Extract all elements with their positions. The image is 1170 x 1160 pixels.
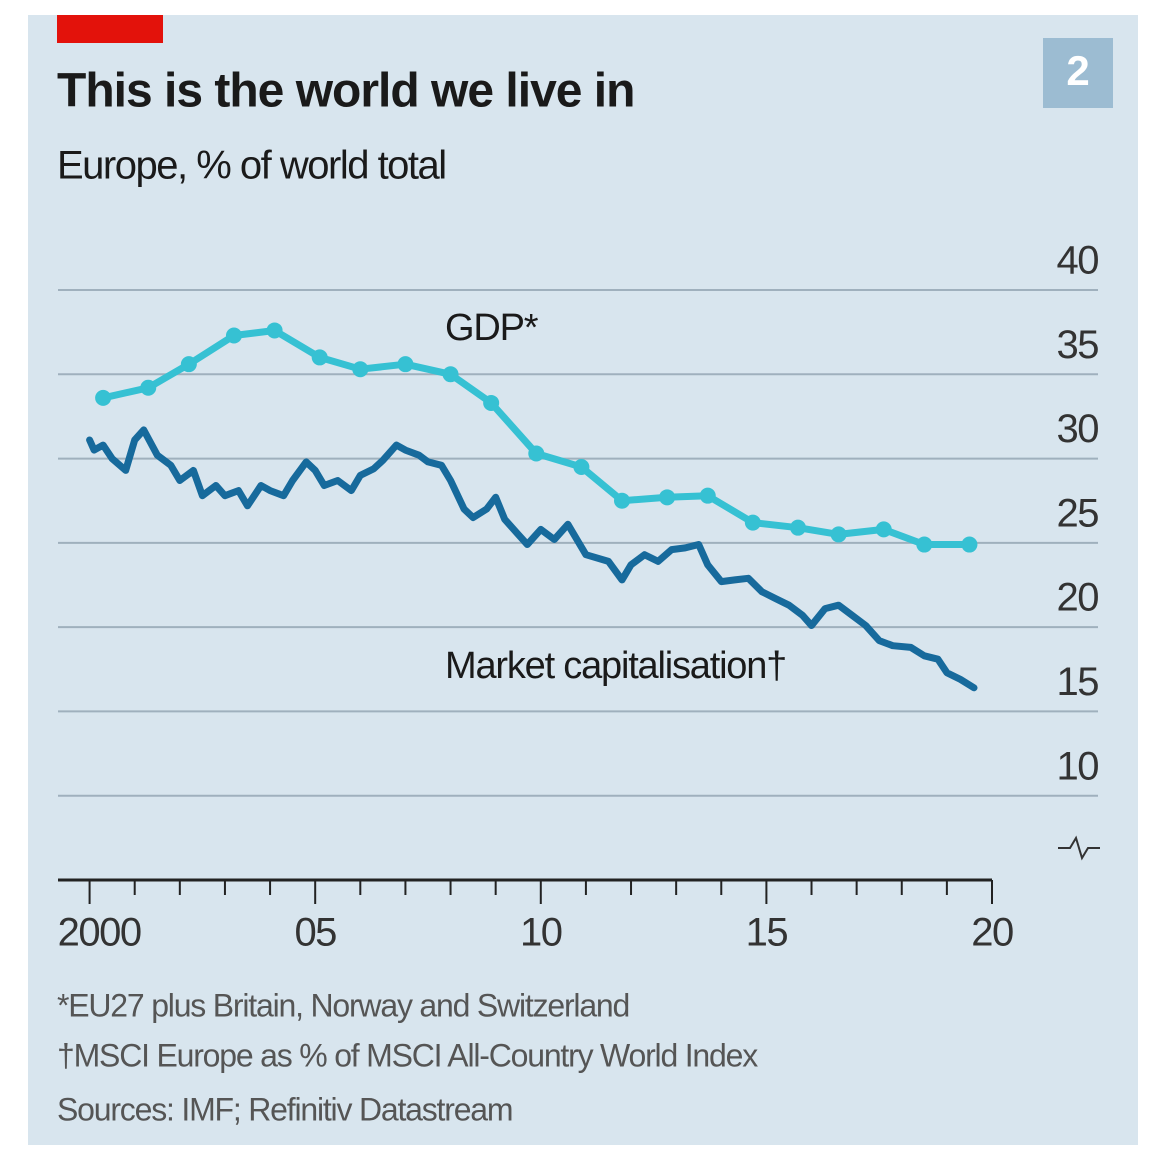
chart-subtitle: Europe, % of world total [57, 144, 446, 188]
series-marker [573, 459, 590, 475]
x-tick-label: 15 [746, 911, 788, 955]
series-marker [95, 389, 112, 406]
y-tick-label: 15 [1057, 660, 1099, 704]
series-marker [744, 514, 761, 531]
series-line [86, 426, 978, 692]
x-tick-label: 20 [971, 911, 1013, 955]
series-marker [483, 394, 500, 411]
series-marker [916, 536, 933, 553]
series-marker [311, 349, 328, 366]
x-tick-label: 2000 [58, 911, 141, 955]
footnote: †MSCI Europe as % of MSCI All-Country Wo… [57, 1037, 758, 1073]
y-tick-label: 20 [1057, 576, 1099, 620]
red-tag [57, 15, 163, 43]
series-marker [442, 366, 459, 383]
chart-title: This is the world we live in [57, 65, 634, 118]
series-label: Market capitalisation† [445, 645, 786, 687]
footnote: *EU27 plus Britain, Norway and Switzerla… [57, 987, 629, 1023]
badge-box [1043, 38, 1113, 108]
y-tick-label: 10 [1057, 744, 1099, 788]
series-marker [659, 489, 676, 506]
series-marker [352, 361, 369, 378]
y-tick-label: 40 [1057, 239, 1099, 283]
source: Sources: IMF; Refinitiv Datastream [57, 1091, 512, 1127]
series-marker [397, 356, 414, 373]
y-tick-label: 35 [1057, 323, 1099, 367]
series-marker [789, 519, 806, 536]
series-label: GDP* [445, 307, 539, 349]
axis-break [1058, 835, 1100, 861]
x-tick-label: 05 [294, 911, 336, 955]
y-tick-label: 30 [1057, 407, 1099, 451]
series-marker [180, 356, 197, 373]
series-marker [699, 487, 716, 504]
series-marker [614, 492, 631, 509]
series-marker [875, 521, 892, 538]
x-tick-label: 10 [520, 911, 562, 955]
series-marker [528, 445, 545, 462]
y-tick-label: 25 [1057, 491, 1099, 535]
series-marker [266, 322, 283, 339]
panel [28, 15, 1138, 1145]
series-marker [140, 379, 157, 396]
badge: 2 [1066, 47, 1089, 94]
series-marker [225, 327, 242, 344]
series-marker [961, 536, 978, 553]
series-marker [830, 526, 847, 543]
